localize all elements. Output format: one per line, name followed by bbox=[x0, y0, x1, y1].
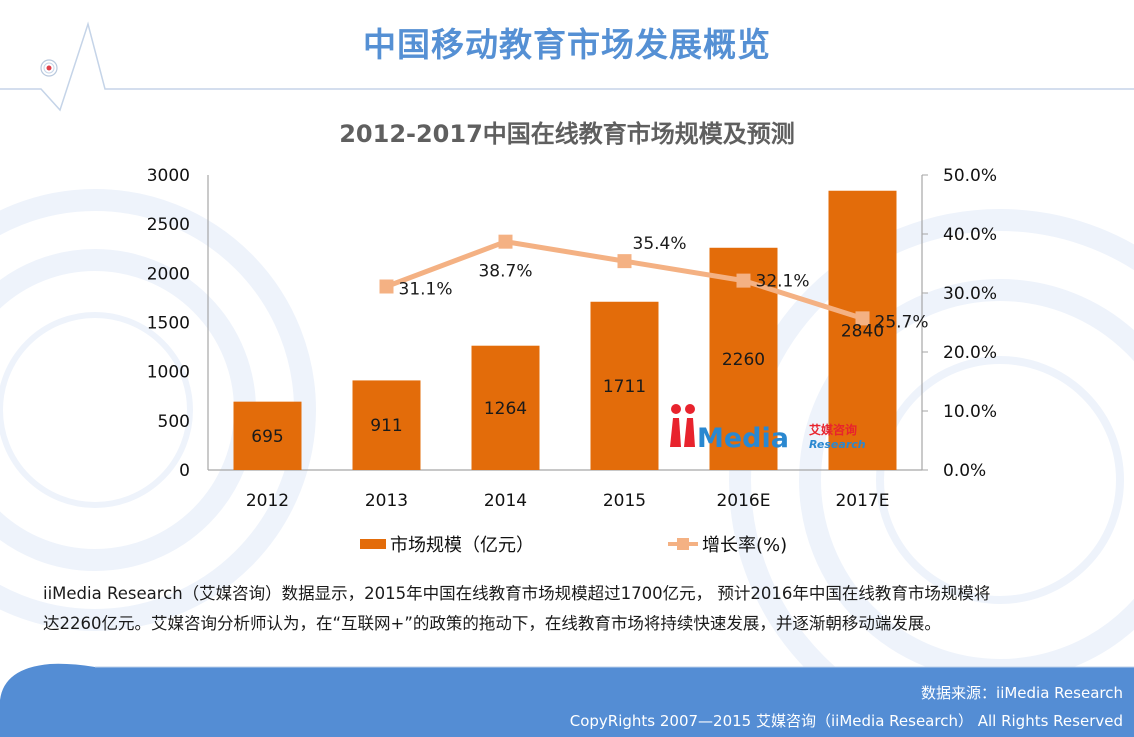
right-tick-label: 10.0% bbox=[943, 402, 997, 422]
line-point-label: 32.1% bbox=[756, 272, 810, 292]
line-point-marker bbox=[498, 234, 513, 249]
x-tick-label: 2014 bbox=[484, 491, 527, 511]
line-point-label: 38.7% bbox=[478, 262, 532, 282]
pulse-ring-icon bbox=[40, 59, 58, 77]
x-tick-label: 2012 bbox=[246, 491, 289, 511]
x-tick-label: 2013 bbox=[365, 491, 408, 511]
x-tick-label: 2015 bbox=[603, 491, 646, 511]
chart-title: 2012-2017中国在线教育市场规模及预测 bbox=[339, 120, 795, 148]
copyright: CopyRights 2007—2015 艾媒咨询（iiMedia Resear… bbox=[569, 712, 1123, 730]
bar-value-label: 2840 bbox=[841, 321, 884, 341]
right-tick-label: 50.0% bbox=[943, 166, 997, 186]
iimedia-watermark-logo: Media 艾媒咨询 Research bbox=[670, 404, 866, 454]
right-tick-label: 30.0% bbox=[943, 284, 997, 304]
left-tick-label: 2000 bbox=[147, 264, 190, 284]
bar bbox=[352, 380, 421, 470]
left-tick-label: 3000 bbox=[147, 166, 190, 186]
legend-bar-label: 市场规模（亿元） bbox=[390, 535, 534, 556]
left-tick-label: 1000 bbox=[147, 363, 190, 383]
left-tick-label: 0 bbox=[179, 461, 190, 481]
line-point-label: 31.1% bbox=[399, 280, 453, 300]
chart-axes: 0 500 1000 1500 2000 2500 3000 0.0% 10.0% 20.0% 30… bbox=[147, 166, 997, 511]
left-tick-label: 500 bbox=[158, 412, 190, 432]
line-series bbox=[379, 234, 870, 326]
bar-value-label: 1264 bbox=[484, 399, 527, 419]
right-tick-label: 40.0% bbox=[943, 225, 997, 245]
bar-value-label: 911 bbox=[370, 416, 402, 436]
right-tick-label: 0.0% bbox=[943, 461, 986, 481]
data-source: 数据来源：iiMedia Research bbox=[921, 684, 1123, 702]
header-pulse-line bbox=[0, 21, 1134, 112]
line-point-marker bbox=[736, 273, 751, 288]
line-point-label: 35.4% bbox=[633, 234, 687, 254]
line-point-label: 25.7% bbox=[875, 312, 929, 332]
data-labels: 695 911 1264 1711 2260 2840 31.1% 38.7% 35.4% 32.… bbox=[251, 234, 928, 447]
bar bbox=[233, 401, 302, 470]
line-point-marker bbox=[617, 254, 632, 269]
bar-value-label: 1711 bbox=[603, 377, 646, 397]
legend-item-growth-rate: 增长率(%) bbox=[668, 532, 787, 556]
description-paragraph: iiMedia Research（艾媒咨询）数据显示，2015年中国在线教育市场… bbox=[43, 579, 1113, 639]
x-tick-label: 2017E bbox=[835, 491, 889, 511]
right-tick-label: 20.0% bbox=[943, 343, 997, 363]
bar-series bbox=[233, 190, 897, 470]
line-point-marker bbox=[855, 311, 870, 326]
pulse-dot-icon bbox=[46, 65, 52, 71]
svg-text:Media: Media bbox=[697, 423, 789, 454]
legend-line-label: 增长率(%) bbox=[702, 535, 788, 556]
description-line-2: 达2260亿元。艾媒咨询分析师认为，在“互联网+”的政策的拖动下，在线教育市场将… bbox=[43, 614, 941, 633]
left-tick-label: 2500 bbox=[147, 215, 190, 235]
legend-line-swatch bbox=[668, 537, 698, 551]
left-tick-label: 1500 bbox=[147, 314, 190, 334]
bar-value-label: 2260 bbox=[722, 350, 765, 370]
bar bbox=[471, 345, 540, 470]
svg-text:艾媒咨询: 艾媒咨询 bbox=[809, 422, 857, 437]
description-line-1: iiMedia Research（艾媒咨询）数据显示，2015年中国在线教育市场… bbox=[43, 584, 991, 603]
line-point-marker bbox=[379, 279, 394, 294]
footer-band bbox=[0, 663, 1134, 737]
svg-text:Research: Research bbox=[809, 438, 866, 451]
page-title: 中国移动教育市场发展概览 bbox=[363, 25, 771, 64]
x-tick-label: 2016E bbox=[716, 491, 770, 511]
bar-value-label: 695 bbox=[251, 427, 283, 447]
legend-item-market-size: 市场规模（亿元） bbox=[360, 532, 534, 556]
legend-bar-swatch bbox=[360, 539, 386, 549]
bar bbox=[828, 190, 897, 470]
bar bbox=[590, 301, 659, 470]
